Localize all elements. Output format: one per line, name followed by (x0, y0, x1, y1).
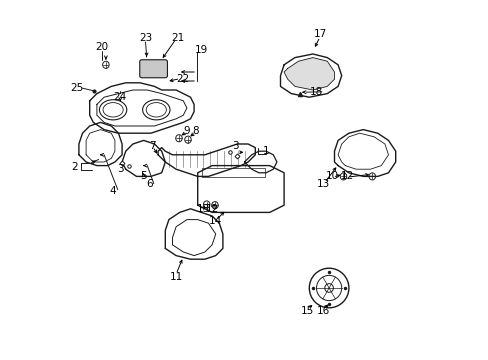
Text: 12: 12 (205, 204, 218, 214)
Text: 13: 13 (196, 204, 209, 214)
Text: 2: 2 (71, 162, 78, 172)
Text: 20: 20 (96, 42, 109, 52)
Text: 22: 22 (176, 74, 189, 84)
Text: 15: 15 (300, 306, 313, 316)
Text: 17: 17 (313, 29, 326, 39)
Text: 19: 19 (194, 45, 207, 55)
Text: 4: 4 (110, 186, 116, 196)
Text: 7: 7 (149, 141, 156, 151)
Text: 10: 10 (325, 171, 339, 181)
Polygon shape (284, 58, 334, 90)
Text: 25: 25 (70, 83, 83, 93)
Text: 11: 11 (169, 272, 183, 282)
Text: 5: 5 (140, 171, 147, 181)
FancyBboxPatch shape (140, 60, 167, 78)
Text: 12: 12 (340, 171, 353, 181)
Text: 13: 13 (316, 179, 330, 189)
Text: 9: 9 (183, 126, 190, 136)
Text: 18: 18 (309, 87, 323, 97)
Text: 24: 24 (113, 92, 127, 102)
Text: 1: 1 (262, 146, 269, 156)
Text: 21: 21 (171, 33, 184, 43)
Text: 16: 16 (316, 306, 330, 316)
Text: 14: 14 (209, 216, 222, 226)
Text: 8: 8 (192, 126, 199, 136)
Text: 6: 6 (145, 179, 152, 189)
Text: 3: 3 (117, 164, 123, 174)
Text: 3: 3 (232, 141, 238, 151)
Text: 23: 23 (139, 33, 152, 43)
